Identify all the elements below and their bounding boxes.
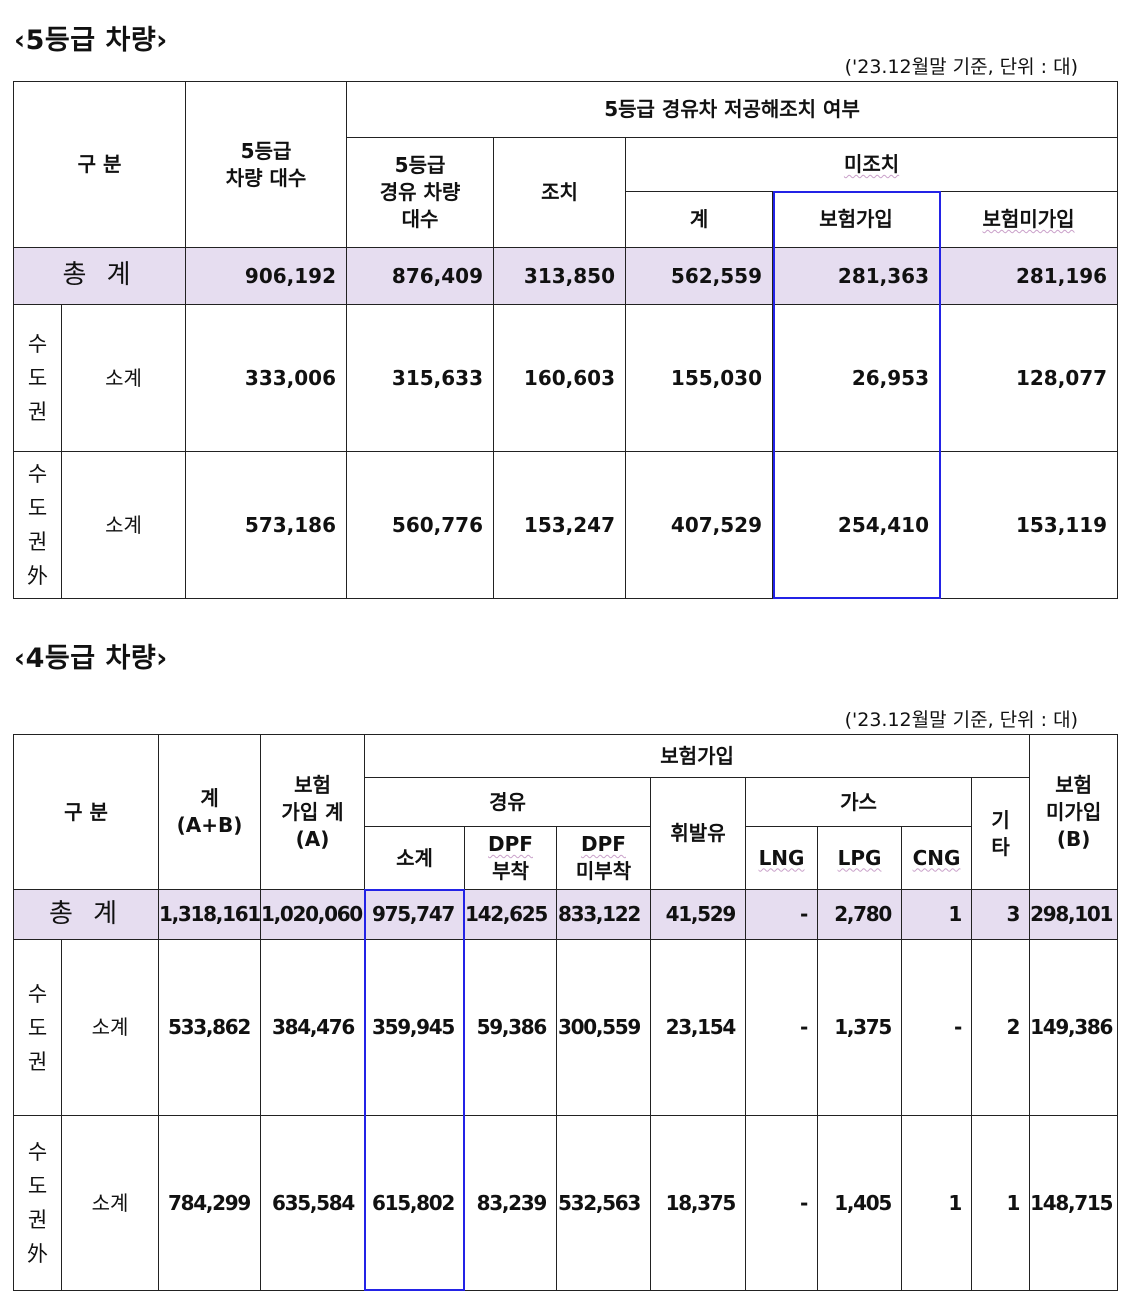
- data-cell: 149,386: [1029, 939, 1119, 1116]
- data-cell: 148,715: [1029, 1115, 1119, 1291]
- data-cell: 300,559: [556, 939, 652, 1116]
- data-cell: 26,953: [772, 304, 941, 452]
- row-label: 소계: [60, 939, 160, 1116]
- header-dpf-attached: DPF 부착: [464, 826, 558, 890]
- header-subtotal: 소계: [364, 826, 466, 890]
- header-unmeasured: 미조치: [625, 137, 1119, 192]
- section4-title: ‹4등급 차량›: [14, 643, 168, 674]
- header-sum: 계: [625, 191, 774, 248]
- header-uninsured: 보험 미가입 (B): [1029, 734, 1119, 890]
- data-cell: 533,862: [158, 939, 262, 1116]
- total-cell: 876,409: [346, 247, 495, 305]
- total-cell: -: [745, 889, 819, 940]
- total-cell: 2,780: [817, 889, 903, 940]
- total-label: 총 계: [12, 889, 160, 940]
- data-cell: 560,776: [346, 451, 495, 599]
- total-cell: 142,625: [464, 889, 558, 940]
- header-gas: 가스: [745, 777, 973, 827]
- row-label: 소계: [60, 451, 187, 599]
- header-lng: LNG: [745, 826, 819, 890]
- header-insured-group: 보험가입: [364, 734, 1031, 778]
- total-cell: 313,850: [493, 247, 627, 305]
- total-cell: 975,747: [364, 889, 466, 940]
- data-cell: 128,077: [939, 304, 1119, 452]
- data-cell: 153,247: [493, 451, 627, 599]
- header-measure: 조치: [493, 137, 627, 248]
- data-cell: 359,945: [364, 939, 466, 1116]
- data-cell: 160,603: [493, 304, 627, 452]
- section5-title: ‹5등급 차량›: [14, 25, 168, 56]
- total-cell: 298,101: [1029, 889, 1119, 940]
- header-insured-total: 보험 가입 계 (A): [260, 734, 366, 890]
- row-label: 소계: [60, 304, 187, 452]
- header-low-emission-group: 5등급 경유차 저공해조치 여부: [346, 81, 1119, 138]
- total-label: 총 계: [12, 247, 187, 305]
- header-cng: CNG: [901, 826, 973, 890]
- total-row: 총 계 906,192 876,409 313,850 562,559 281,…: [12, 247, 1119, 305]
- data-cell: 23,154: [650, 939, 747, 1116]
- header-total: 계 (A+B): [158, 734, 262, 890]
- section5-note: ('23.12월말 기준, 단위 : 대): [844, 56, 1078, 78]
- data-cell: 1: [901, 1115, 973, 1291]
- grade5-table: 구 분 5등급 차량 대수 5등급 경유차 저공해조치 여부 5등급 경유 차량 대수…: [12, 81, 1119, 599]
- data-cell: 532,563: [556, 1115, 652, 1291]
- header-diesel-count: 5등급 경유 차량 대수: [346, 137, 495, 248]
- header-category: 구 분: [12, 81, 187, 248]
- data-cell: 333,006: [185, 304, 348, 452]
- data-cell: -: [745, 939, 819, 1116]
- header-category: 구 분: [12, 734, 160, 890]
- data-cell: -: [901, 939, 973, 1116]
- data-cell: 254,410: [772, 451, 941, 599]
- data-cell: 315,633: [346, 304, 495, 452]
- data-cell: 573,186: [185, 451, 348, 599]
- data-cell: 83,239: [464, 1115, 558, 1291]
- data-cell: 384,476: [260, 939, 366, 1116]
- data-cell: 615,802: [364, 1115, 466, 1291]
- total-cell: 1,318,161: [158, 889, 261, 940]
- total-cell: 562,559: [625, 247, 774, 305]
- header-insured: 보험가입: [772, 191, 941, 248]
- grade4-table: 구 분 계 (A+B) 보험 가입 계 (A) 보험가입 보험 미가입 (B) 경유 휘발…: [12, 734, 1119, 1291]
- data-cell: 153,119: [939, 451, 1119, 599]
- total-cell: 906,192: [185, 247, 348, 305]
- header-gasoline: 휘발유: [650, 777, 747, 890]
- data-cell: 1,405: [817, 1115, 903, 1291]
- data-cell: 784,299: [158, 1115, 262, 1291]
- data-cell: 1: [971, 1115, 1031, 1291]
- data-cell: 407,529: [625, 451, 774, 599]
- header-vehicle-count: 5등급 차량 대수: [185, 81, 348, 248]
- data-cell: 59,386: [464, 939, 558, 1116]
- data-cell: 18,375: [650, 1115, 747, 1291]
- total-cell: 3: [971, 889, 1031, 940]
- header-diesel: 경유: [364, 777, 652, 827]
- data-cell: 1,375: [817, 939, 903, 1116]
- header-uninsured: 보험미가입: [939, 191, 1119, 248]
- data-cell: 155,030: [625, 304, 774, 452]
- total-cell: 41,529: [650, 889, 747, 940]
- header-lpg: LPG: [817, 826, 903, 890]
- row-label: 소계: [60, 1115, 160, 1291]
- data-cell: -: [745, 1115, 819, 1291]
- total-cell: 1: [901, 889, 973, 940]
- header-dpf-not-attached: DPF 미부착: [556, 826, 652, 890]
- total-cell: 281,196: [939, 247, 1119, 305]
- total-cell: 833,122: [556, 889, 652, 940]
- section4-note: ('23.12월말 기준, 단위 : 대): [844, 709, 1078, 731]
- data-cell: 635,584: [260, 1115, 366, 1291]
- total-cell: 281,363: [772, 247, 941, 305]
- total-row: 총 계 1,318,161 1,020,060 975,747 142,625 …: [12, 889, 1119, 940]
- data-cell: 2: [971, 939, 1031, 1116]
- total-cell: 1,020,060: [260, 889, 366, 940]
